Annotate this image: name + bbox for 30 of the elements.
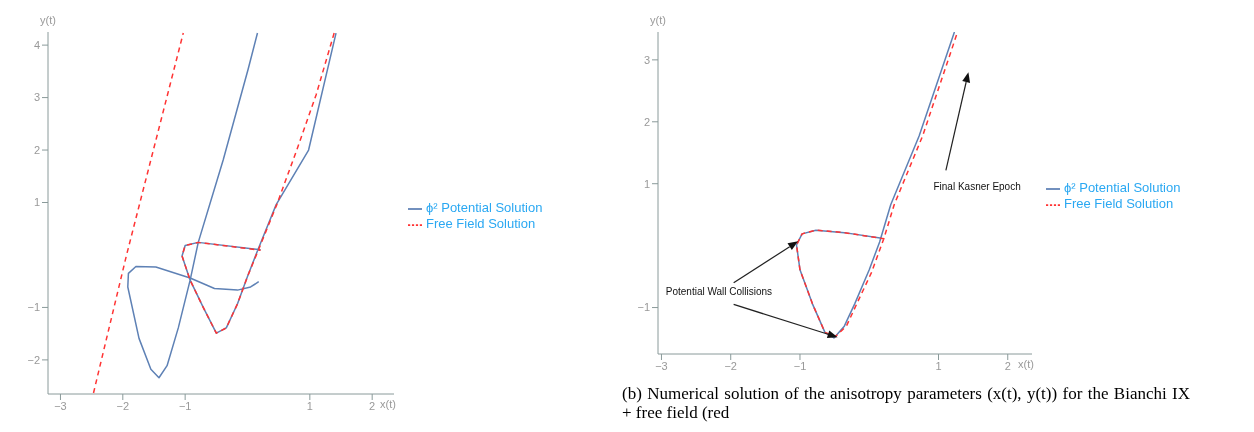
annotation: Potential Wall Collisions: [665, 286, 773, 298]
y-tick-label: 1: [643, 177, 650, 190]
y-tick-label: 4: [33, 39, 40, 52]
x-tick-label: 2: [369, 399, 376, 412]
x-tick-label: −3: [54, 399, 67, 412]
legend-label: Free Field Solution: [426, 216, 536, 231]
x-tick-label: −3: [655, 359, 668, 372]
x-tick-label: −1: [793, 359, 807, 372]
x-tick-label: −2: [116, 399, 130, 412]
legend-label: ϕ² Potential Solution: [1064, 180, 1181, 196]
x-axis-title: x(t): [380, 398, 396, 410]
x-tick-label: 2: [1004, 359, 1011, 372]
y-axis-title: y(t): [650, 14, 666, 26]
legend-label: ϕ² Potential Solution: [426, 200, 543, 216]
x-tick-label: −2: [724, 359, 737, 372]
y-axis-title: y(t): [40, 14, 56, 26]
y-tick-label: 1: [33, 196, 40, 209]
y-tick-label: 3: [643, 53, 650, 66]
y-tick-label: 2: [33, 143, 40, 156]
y-tick-label: 2: [643, 115, 650, 128]
x-tick-label: 1: [935, 359, 942, 372]
y-tick-label: 3: [33, 91, 40, 104]
x-axis-title: x(t): [1018, 358, 1034, 370]
x-tick-label: 1: [306, 399, 313, 412]
x-tick-label: −1: [178, 399, 192, 412]
y-tick-label: −1: [637, 301, 650, 314]
y-tick-label: −1: [27, 301, 40, 314]
legend-label: Free Field Solution: [1064, 196, 1174, 211]
annotation: Final Kasner Epoch: [933, 180, 1021, 192]
text: (b) Numerical solution of the anisotropy parameters (x(t), y(t)) for the Bianchi IX + free field (red: [622, 384, 1190, 422]
